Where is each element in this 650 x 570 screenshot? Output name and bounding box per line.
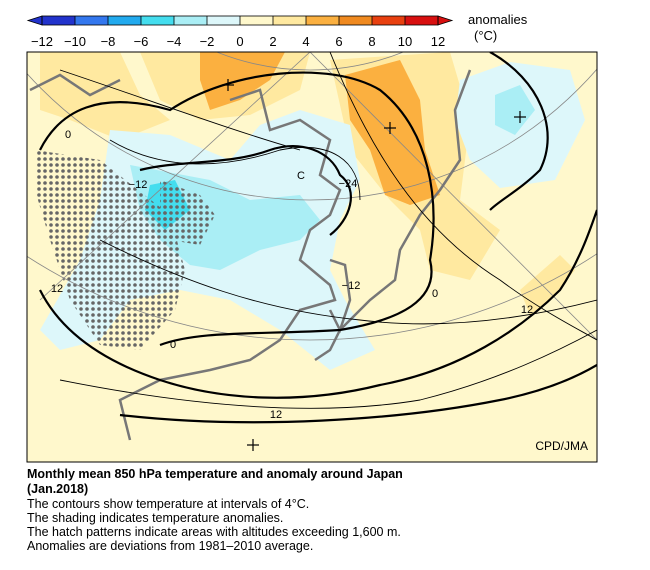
contour-label: 0 <box>170 339 176 351</box>
colorbar: −12 −10 −8 −6 −4 −2 0 2 4 6 8 10 12 <box>26 15 454 49</box>
contour-label: 12 <box>521 304 533 316</box>
map <box>27 52 597 462</box>
colorbar-tick-label: −2 <box>200 34 215 49</box>
colorbar-segment <box>174 16 207 25</box>
caption-date: (Jan.2018) <box>27 482 89 496</box>
colorbar-tick-label: 8 <box>368 34 375 49</box>
contour-label: −24 <box>339 178 358 190</box>
colorbar-segment <box>339 16 372 25</box>
credit: CPD/JMA <box>535 439 588 453</box>
contour-label: 12 <box>51 283 63 295</box>
colorbar-segment <box>141 16 174 25</box>
colorbar-tick-label: −8 <box>101 34 116 49</box>
colorbar-tick-label: 12 <box>431 34 445 49</box>
contour-label: 0 <box>432 288 438 300</box>
colorbar-tick-label: 4 <box>302 34 309 49</box>
colorbar-segment <box>405 16 438 25</box>
colorbar-tick-label: 10 <box>398 34 412 49</box>
figure: −12 −10 −8 −6 −4 −2 0 2 4 6 8 10 12 anomalies (°C) <box>26 12 598 463</box>
colorbar-segment <box>306 16 339 25</box>
contour-labels: 0 −12 −24 12 −12 0 12 0 12 <box>51 129 533 421</box>
caption-title: Monthly mean 850 hPa temperature and ano… <box>27 467 403 481</box>
caption-line: Anomalies are deviations from 1981–2010 … <box>27 539 314 553</box>
contour-label: −12 <box>342 280 361 292</box>
contour-label: 12 <box>270 409 282 421</box>
colorbar-segment <box>207 16 240 25</box>
colorbar-segment <box>372 16 405 25</box>
colorbar-tick-label: 0 <box>236 34 243 49</box>
colorbar-segment <box>273 16 306 25</box>
contour-label: −12 <box>129 179 148 191</box>
contour-label: 0 <box>65 129 71 141</box>
colorbar-end <box>437 15 454 26</box>
colorbar-tick-label: −10 <box>64 34 86 49</box>
cold-center-label: C <box>297 170 305 182</box>
colorbar-tick-label: −4 <box>167 34 182 49</box>
colorbar-segment <box>75 16 108 25</box>
caption-line: The shading indicates temperature anomal… <box>27 511 284 525</box>
colorbar-tick-label: −12 <box>31 34 53 49</box>
colorbar-tick-label: −6 <box>134 34 149 49</box>
colorbar-label: anomalies <box>468 12 528 27</box>
colorbar-segment <box>108 16 141 25</box>
colorbar-segment <box>42 16 75 25</box>
caption-line: The contours show temperature at interva… <box>27 497 310 511</box>
colorbar-tick-label: 2 <box>269 34 276 49</box>
caption-line: The hatch patterns indicate areas with a… <box>27 525 401 539</box>
colorbar-unit: (°C) <box>474 28 497 43</box>
colorbar-segment <box>240 16 273 25</box>
colorbar-tick-label: 6 <box>335 34 342 49</box>
colorbar-end <box>26 15 43 26</box>
